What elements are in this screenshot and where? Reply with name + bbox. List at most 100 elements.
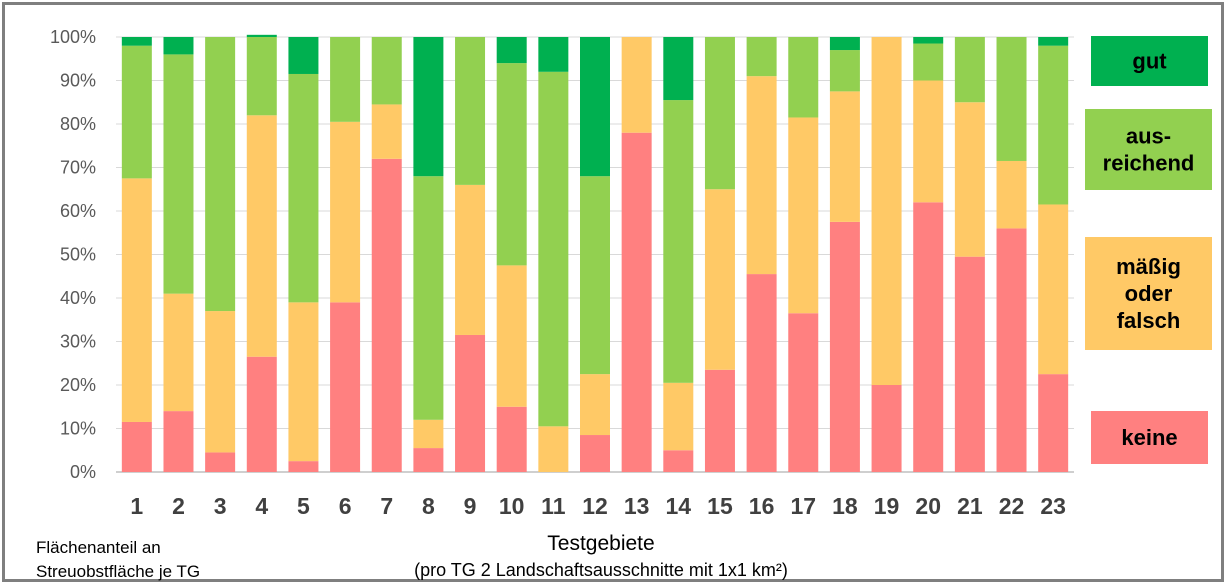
bar-segment-1 [913,202,944,473]
x-tick-label: 15 [707,493,733,519]
bar-segment-1 [455,334,486,472]
bar-segment-3 [538,71,569,427]
bar-segment-3 [580,176,610,375]
y-tick-label: 20% [60,375,96,395]
bar-segment-4 [913,37,944,44]
bar-segment-3 [746,37,777,77]
bar-segment-4 [829,37,860,51]
legend-item-4: keine [1091,411,1208,464]
y-tick-label: 80% [60,114,96,134]
x-tick-label: 20 [915,493,941,519]
x-axis-ticks: 1 2 3 4 5 6 7 8 9 10 11 12 13 14 15 16 17 18 19 20 21 22 23 [130,493,1066,519]
x-tick-label: 6 [339,493,352,519]
x-tick-label: 23 [1040,493,1066,519]
bar-segment-1 [663,450,694,472]
bar-segment-1 [580,435,610,472]
bar-segment-2 [288,302,319,462]
bar-segment-1 [746,274,777,472]
y-tick-label: 40% [60,288,96,308]
bar-segment-4 [246,34,277,37]
bar-segment-1 [205,452,236,472]
x-tick-label: 21 [957,493,983,519]
bar-segment-2 [871,37,902,385]
bar-segment-3 [829,50,860,92]
legend-swatch [1091,411,1208,464]
legend-swatch [1091,36,1208,86]
bar-segment-3 [788,37,819,118]
y-tick-label: 70% [60,158,96,178]
x-tick-label: 19 [874,493,900,519]
bar-segment-3 [455,37,486,185]
bar-segment-3 [704,37,735,190]
legend-label: mäßig [1116,254,1181,279]
bar-segment-2 [330,121,361,303]
x-tick-label: 5 [297,493,310,519]
bar-segment-1 [954,256,985,472]
x-tick-label: 12 [582,493,608,519]
y-note-line-1: Flächenanteil an [36,538,161,557]
bar-segment-3 [163,54,194,294]
bar-segment-1 [413,448,444,472]
x-tick-label: 10 [499,493,525,519]
x-tick-label: 1 [130,493,143,519]
bar-segment-4 [163,37,194,55]
legend-label: reichend [1103,151,1195,176]
bar-segment-2 [413,419,444,449]
x-tick-label: 14 [666,493,692,519]
bar-segment-1 [496,406,527,472]
bar-segment-3 [913,43,944,81]
bar-segment-2 [663,382,694,451]
bar-segment-1 [288,461,319,472]
bars [121,34,1069,473]
bar-segment-2 [580,374,610,436]
y-axis-ticks: 0% 10% 20% 30% 40% 50% 60% 70% 80% 90% 100% [50,27,96,482]
bar-segment-2 [954,102,985,257]
bar-segment-2 [538,426,569,472]
bar-segment-1 [996,228,1027,472]
bar-segment-1 [871,385,902,472]
bar-segment-2 [788,117,819,314]
bar-segment-3 [954,37,985,103]
bar-segment-3 [413,176,444,420]
bar-segment-2 [205,311,236,453]
bar-segment-3 [663,100,694,383]
x-tick-label: 8 [422,493,435,519]
bar-segment-2 [163,293,194,412]
x-tick-label: 22 [999,493,1025,519]
x-axis-title: Testgebiete [547,532,654,555]
legend-swatch [1085,237,1212,350]
bar-segment-2 [829,91,860,222]
y-tick-label: 10% [60,419,96,439]
x-tick-label: 3 [214,493,227,519]
bar-segment-2 [746,76,777,275]
legend-label: gut [1132,49,1167,74]
bar-segment-1 [829,221,860,472]
bar-segment-3 [246,37,277,116]
bar-segment-2 [496,265,527,407]
y-tick-label: 90% [60,71,96,91]
legend-label: oder [1125,281,1173,306]
bar-segment-3 [1038,45,1069,205]
x-tick-label: 7 [380,493,393,519]
bar-segment-3 [371,37,402,105]
x-tick-label: 17 [790,493,816,519]
x-tick-label: 13 [624,493,650,519]
bar-segment-1 [121,421,152,472]
bar-segment-2 [1038,204,1069,375]
bar-segment-1 [1038,374,1069,472]
x-tick-label: 2 [172,493,185,519]
bar-segment-3 [205,37,236,312]
bar-segment-1 [163,411,194,472]
bar-segment-2 [996,160,1027,229]
bar-segment-1 [621,132,652,472]
bar-segment-3 [330,37,361,122]
x-tick-label: 16 [749,493,775,519]
legend-label: keine [1121,425,1177,450]
bar-segment-3 [121,45,152,179]
legend-label: falsch [1117,308,1181,333]
bar-segment-4 [121,37,152,46]
bar-segment-2 [371,104,402,159]
legend-item-1: gut [1091,36,1208,86]
y-tick-label: 0% [70,462,96,482]
